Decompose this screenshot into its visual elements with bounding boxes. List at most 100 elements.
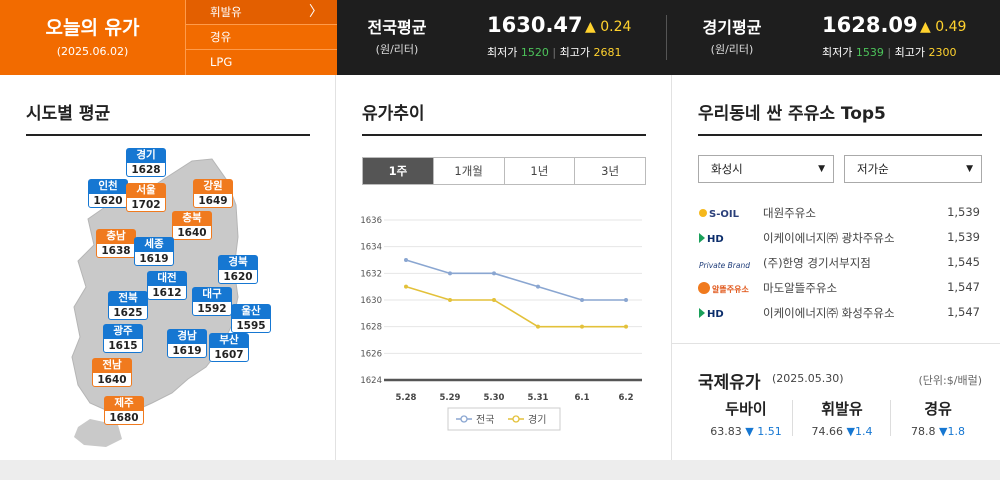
region-select[interactable]: 화성시 ▼ [698, 155, 834, 183]
station-row[interactable]: Private Brand (주)한영 경기서부지점 1,545 [698, 253, 980, 273]
y-tick-label: 1628 [360, 323, 382, 333]
region-name: 인천 [88, 179, 128, 193]
caret-down-icon: ▼ [818, 164, 825, 174]
station-row[interactable]: 알뜰주유소 마도알뜰주유소 1,547 [698, 278, 980, 298]
fuel-tab-gasoline[interactable]: 휘발유 〉 [185, 0, 337, 25]
hd-oilbank-logo-icon: HD [699, 308, 724, 320]
divider [890, 400, 891, 436]
region-pin[interactable]: 충남 1638 [96, 229, 136, 263]
region-pin[interactable]: 부산 1607 [209, 333, 249, 367]
station-row[interactable]: S-OIL 대원주유소 1,539 [698, 203, 980, 223]
data-point [580, 324, 584, 329]
tab-1week[interactable]: 1주 [363, 158, 433, 184]
footer-bar [0, 460, 1000, 480]
region-name: 대전 [147, 271, 187, 285]
private-brand-logo-icon: Private Brand [699, 261, 750, 270]
station-name: 이케이에너지㈜ 광차주유소 [763, 231, 895, 245]
region-name: 강원 [193, 179, 233, 193]
sort-select-value: 저가순 [857, 162, 889, 176]
region-pin[interactable]: 울산 1595 [231, 304, 271, 338]
today-price-panel: 오늘의 유가 (2025.06.02) [0, 0, 185, 75]
gyeonggi-average-price: 1628.09 [822, 13, 918, 37]
intl-item-diesel: 경유 78.8 ▼1.8 [890, 398, 986, 438]
region-pin[interactable]: 광주 1615 [103, 324, 143, 358]
region-price: 1615 [103, 338, 143, 353]
region-name: 울산 [231, 304, 271, 318]
region-name: 경남 [167, 329, 207, 343]
tab-3years[interactable]: 3년 [574, 158, 645, 184]
legend-label: 전국 [476, 414, 494, 426]
max-price: 2681 [593, 46, 622, 59]
region-pin[interactable]: 전남 1640 [92, 358, 132, 392]
gyeonggi-average-unit: (원/리터) [710, 43, 754, 56]
min-price: 1539 [855, 46, 884, 59]
national-average: 전국평균 (원/리터) 1630.47 ▲ 0.24 최저가 1520 | 최고… [337, 0, 666, 75]
region-pin[interactable]: 경북 1620 [218, 255, 258, 289]
fuel-tab-label: 휘발유 [210, 5, 242, 19]
region-name: 세종 [134, 237, 174, 251]
fuel-tab-lpg[interactable]: LPG [185, 50, 337, 75]
legend-box [447, 407, 561, 431]
station-row[interactable]: HD 이케이에너지㈜ 화성주유소 1,547 [698, 303, 980, 323]
x-tick-label: 6.2 [618, 393, 633, 403]
region-pin[interactable]: 서울 1702 [126, 183, 166, 217]
x-tick-label: 5.30 [484, 393, 505, 403]
sort-select[interactable]: 저가순 ▼ [844, 155, 982, 183]
series-line [405, 259, 626, 301]
tab-1year[interactable]: 1년 [503, 158, 575, 184]
region-pin[interactable]: 대전 1612 [147, 271, 187, 305]
station-price: 1,539 [947, 230, 980, 244]
region-pin[interactable]: 경기 1628 [126, 148, 166, 182]
region-pin[interactable]: 제주 1680 [104, 396, 144, 430]
station-name: 대원주유소 [763, 206, 816, 220]
national-average-price: 1630.47 [487, 13, 583, 37]
region-pin[interactable]: 경남 1619 [167, 329, 207, 363]
gyeonggi-average-change: ▲ 0.49 [920, 19, 967, 35]
price-trend-section: 유가추이 1주 1개월 1년 3년 1624 1626 1628 1630 1632 16… [336, 75, 672, 460]
max-label: 최고가 [559, 46, 590, 59]
price-trend-chart: 1624 1626 1628 1630 1632 1634 1636 5.28 5.29 5.30… [360, 216, 642, 431]
fuel-tab-diesel[interactable]: 경유 [185, 25, 337, 50]
min-label: 최저가 [487, 46, 518, 59]
region-name: 대구 [192, 287, 232, 301]
data-point [404, 284, 408, 289]
caret-down-icon: ▼ [966, 164, 973, 174]
intl-oil-date: (2025.05.30) [772, 372, 844, 385]
region-pin[interactable]: 세종 1619 [134, 237, 174, 271]
section-underline [698, 134, 982, 136]
header-bar: 오늘의 유가 (2025.06.02) 휘발유 〉 경유 LPG 전국평균 (원… [0, 0, 1000, 75]
today-title: 오늘의 유가 [45, 17, 140, 39]
intl-item-name: 두바이 [725, 400, 767, 418]
y-tick-label: 1632 [360, 269, 382, 279]
station-price: 1,547 [947, 305, 980, 319]
fuel-tab-label: 경유 [210, 30, 232, 44]
section-title: 우리동네 싼 주유소 Top5 [698, 104, 886, 124]
region-pin[interactable]: 충북 1640 [172, 211, 212, 245]
region-name: 경기 [126, 148, 166, 162]
station-row[interactable]: HD 이케이에너지㈜ 광차주유소 1,539 [698, 228, 980, 248]
brand-text: Private Brand [699, 261, 750, 270]
intl-item-price: 78.8 [911, 425, 936, 438]
brand-text: 알뜰주유소 [712, 284, 749, 294]
soil-logo-icon: S-OIL [699, 209, 740, 220]
region-pin[interactable]: 전북 1625 [108, 291, 148, 325]
region-price: 1702 [126, 197, 166, 212]
region-price: 1680 [104, 410, 144, 425]
region-price: 1620 [218, 269, 258, 284]
region-pin[interactable]: 인천 1620 [88, 179, 128, 213]
altteul-logo-icon: 알뜰주유소 [698, 282, 749, 294]
data-point [536, 324, 540, 329]
region-name: 전북 [108, 291, 148, 305]
region-name: 서울 [126, 183, 166, 197]
max-price: 2300 [928, 46, 957, 59]
brand-text: HD [707, 234, 724, 245]
today-date: (2025.06.02) [56, 45, 129, 58]
region-pin[interactable]: 대구 1592 [192, 287, 232, 321]
tab-1month[interactable]: 1개월 [432, 158, 504, 184]
intl-item-dubai: 두바이 63.83 ▼ 1.51 [698, 398, 794, 438]
region-select-value: 화성시 [711, 162, 743, 176]
data-point [624, 298, 628, 302]
region-price: 1620 [88, 193, 128, 208]
region-pin[interactable]: 강원 1649 [193, 179, 233, 213]
region-price: 1640 [92, 372, 132, 387]
